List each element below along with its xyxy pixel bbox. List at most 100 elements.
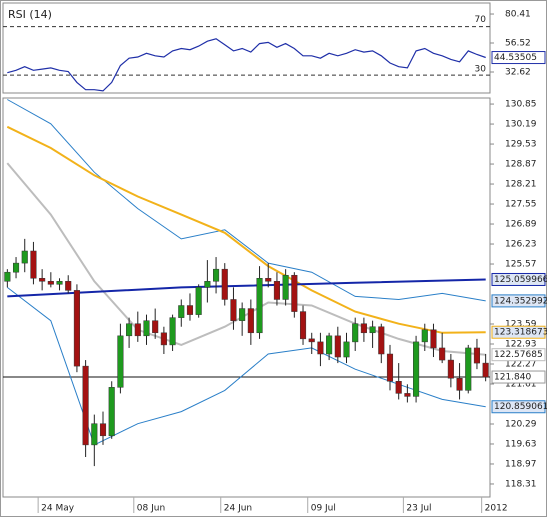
- candle-body: [265, 278, 272, 282]
- value-box: [491, 294, 546, 308]
- y-tick-label: 56.52: [505, 39, 531, 49]
- value-box: [491, 400, 546, 414]
- candle-body: [21, 250, 28, 264]
- y-tick-label: 122.27: [505, 360, 537, 370]
- price-panel: [2, 97, 491, 498]
- y-tick-label: 129.53: [505, 140, 537, 150]
- candle-body: [360, 323, 367, 334]
- candle-body: [317, 341, 324, 355]
- candle-body: [386, 353, 394, 382]
- candle-body: [195, 287, 202, 315]
- candle-body: [430, 329, 437, 349]
- candle-body: [343, 341, 350, 358]
- value-box-label: 122.57685: [494, 350, 543, 360]
- y-tick-label: 127.55: [505, 200, 537, 210]
- candle-body: [256, 278, 263, 334]
- candle-body: [352, 323, 359, 343]
- y-tick-label: 130.19: [505, 120, 537, 130]
- candle-body: [152, 320, 159, 334]
- candle-body: [326, 335, 333, 355]
- candle-body: [291, 274, 298, 312]
- candle-body: [30, 250, 37, 279]
- candle-body: [221, 268, 228, 300]
- y-tick-label: 121.61: [505, 379, 537, 389]
- candle-body: [473, 347, 481, 364]
- value-box-label: 120.859061: [494, 402, 547, 412]
- candle-body: [91, 423, 98, 446]
- value-box-label: 124.352992: [494, 296, 547, 306]
- x-tick-label: 23 Jul: [406, 504, 431, 514]
- value-box-label: 44.53505: [494, 53, 537, 63]
- candle-body: [369, 326, 376, 334]
- y-tick-label: 32.62: [505, 67, 531, 77]
- title-bg: [5, 8, 51, 21]
- candle-body: [65, 281, 72, 291]
- candle-body: [39, 278, 46, 282]
- candle-body: [73, 290, 80, 367]
- candle-body: [143, 320, 150, 337]
- candle-body: [12, 262, 20, 273]
- value-box-label: 123.318673: [494, 328, 547, 338]
- candle-body: [126, 323, 133, 337]
- value-box: [491, 272, 546, 286]
- y-tick-label: 125.57: [505, 260, 537, 270]
- candle-body: [230, 299, 237, 321]
- y-tick-label: 118.31: [505, 479, 537, 489]
- y-tick-label: 128.87: [505, 160, 537, 170]
- candle-body: [117, 335, 124, 388]
- candle-body: [169, 317, 176, 346]
- y-tick-label: 126.23: [505, 240, 537, 250]
- candle-body: [99, 423, 107, 437]
- rsi-panel: [2, 2, 491, 94]
- y-tick-label: 126.89: [505, 220, 537, 230]
- rsi-line: [7, 38, 486, 92]
- panel-title: RSI (14): [8, 8, 52, 21]
- candle-body: [334, 335, 341, 358]
- value-box-label: 125.059966: [494, 275, 547, 285]
- candle-body: [378, 326, 385, 355]
- candle-body: [447, 359, 454, 379]
- value-box: [491, 370, 546, 384]
- candle-body: [160, 332, 167, 346]
- x-tick-label: 24 Jun: [224, 504, 252, 514]
- y-tick-label: 120.29: [505, 419, 537, 429]
- candle-body: [439, 347, 446, 361]
- candle-body: [82, 365, 89, 446]
- x-tick-label: 09 Jul: [311, 504, 336, 514]
- x-tick-label: 2012: [485, 504, 508, 514]
- y-tick-label: 119.63: [505, 439, 537, 449]
- indicator-line: [6, 125, 486, 334]
- candle-body: [395, 381, 402, 394]
- y-tick-label: 128.21: [505, 180, 537, 190]
- y-tick-label: 130.85: [505, 100, 537, 110]
- candle-body: [204, 281, 211, 288]
- candle-body: [134, 323, 141, 337]
- y-tick-label: 118.97: [505, 459, 537, 469]
- candle-body: [239, 308, 246, 321]
- candle-body: [4, 271, 11, 282]
- candle-body: [273, 281, 280, 300]
- value-box: [491, 325, 546, 339]
- candle-body: [108, 387, 115, 437]
- candle-body: [178, 305, 185, 318]
- level-label: 30: [475, 65, 487, 75]
- value-box: [491, 348, 546, 362]
- indicator-line: [6, 162, 486, 356]
- x-tick-label: 24 May: [41, 504, 75, 514]
- candle-body: [308, 338, 315, 343]
- candle-body: [282, 274, 289, 300]
- value-box: [491, 51, 546, 65]
- x-tick-label: 08 Jun: [137, 504, 165, 514]
- candle-body: [456, 377, 463, 391]
- candle-body: [213, 268, 220, 282]
- level-label: 70: [475, 15, 487, 25]
- candle-body: [299, 311, 307, 340]
- indicator-line: [7, 99, 486, 302]
- candle-body: [482, 362, 489, 378]
- candle-body: [465, 347, 472, 391]
- y-tick-label: 123.59: [505, 320, 537, 330]
- y-tick-label: 122.93: [505, 340, 537, 350]
- candle-body: [404, 393, 411, 397]
- candle-body: [413, 341, 420, 397]
